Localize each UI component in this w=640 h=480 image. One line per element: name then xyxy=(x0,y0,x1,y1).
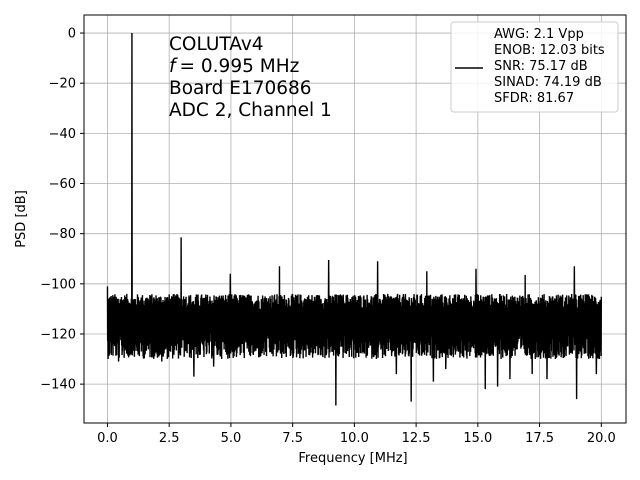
annotation-line-2: f = 0.995 MHz xyxy=(169,56,299,77)
legend-box xyxy=(450,21,619,113)
y-tick-label-6: −120 xyxy=(40,327,76,342)
x-axis-label: Frequency [MHz] xyxy=(298,451,407,466)
x-tick-label-4: 10.0 xyxy=(340,431,369,446)
legend-line-3: SNR: 75.17 dB xyxy=(494,59,588,74)
psd-series-line xyxy=(106,33,603,406)
x-tick-label-7: 17.5 xyxy=(525,431,554,446)
legend: AWG: 2.1 Vpp ENOB: 12.03 bits SNR: 75.17… xyxy=(450,21,619,113)
frequency-symbol: f xyxy=(169,56,178,77)
y-tick-label-3: −60 xyxy=(49,177,76,192)
legend-line-1: AWG: 2.1 Vpp xyxy=(494,27,584,42)
x-tick-label-3: 7.5 xyxy=(282,431,303,446)
y-tick-label-4: −80 xyxy=(49,227,76,242)
x-tick-label-5: 12.5 xyxy=(402,431,431,446)
x-tick-label-1: 2.5 xyxy=(159,431,180,446)
y-axis-label: PSD [dB] xyxy=(14,190,29,248)
annotation-box: COLUTAv4 f = 0.995 MHz Board E170686 ADC … xyxy=(169,34,332,121)
y-tick-label-0: 0 xyxy=(68,27,76,42)
x-tick-label-0: 0.0 xyxy=(97,431,118,446)
annotation-line-1: COLUTAv4 xyxy=(169,34,264,55)
axes-frame xyxy=(83,14,627,424)
plot-area xyxy=(106,33,603,406)
annotation-line-3: Board E170686 xyxy=(169,78,312,99)
annotation-line-4: ADC 2, Channel 1 xyxy=(169,100,332,121)
legend-line-2: ENOB: 12.03 bits xyxy=(494,43,605,58)
x-tick-label-6: 15.0 xyxy=(463,431,492,446)
y-tick-label-5: −100 xyxy=(40,277,76,292)
ticks: 0.0 2.5 5.0 7.5 10.0 12.5 15.0 17.5 20.0 0 −20 −40 −… xyxy=(40,27,616,446)
legend-line-4: SINAD: 74.19 dB xyxy=(494,75,602,90)
legend-line-5: SFDR: 81.67 xyxy=(494,91,574,106)
y-tick-label-7: −140 xyxy=(40,378,76,393)
y-tick-label-1: −20 xyxy=(49,77,76,92)
x-tick-label-8: 20.0 xyxy=(587,431,616,446)
y-tick-label-2: −40 xyxy=(49,127,76,142)
frequency-value: = 0.995 MHz xyxy=(180,56,300,77)
x-tick-label-2: 5.0 xyxy=(221,431,242,446)
